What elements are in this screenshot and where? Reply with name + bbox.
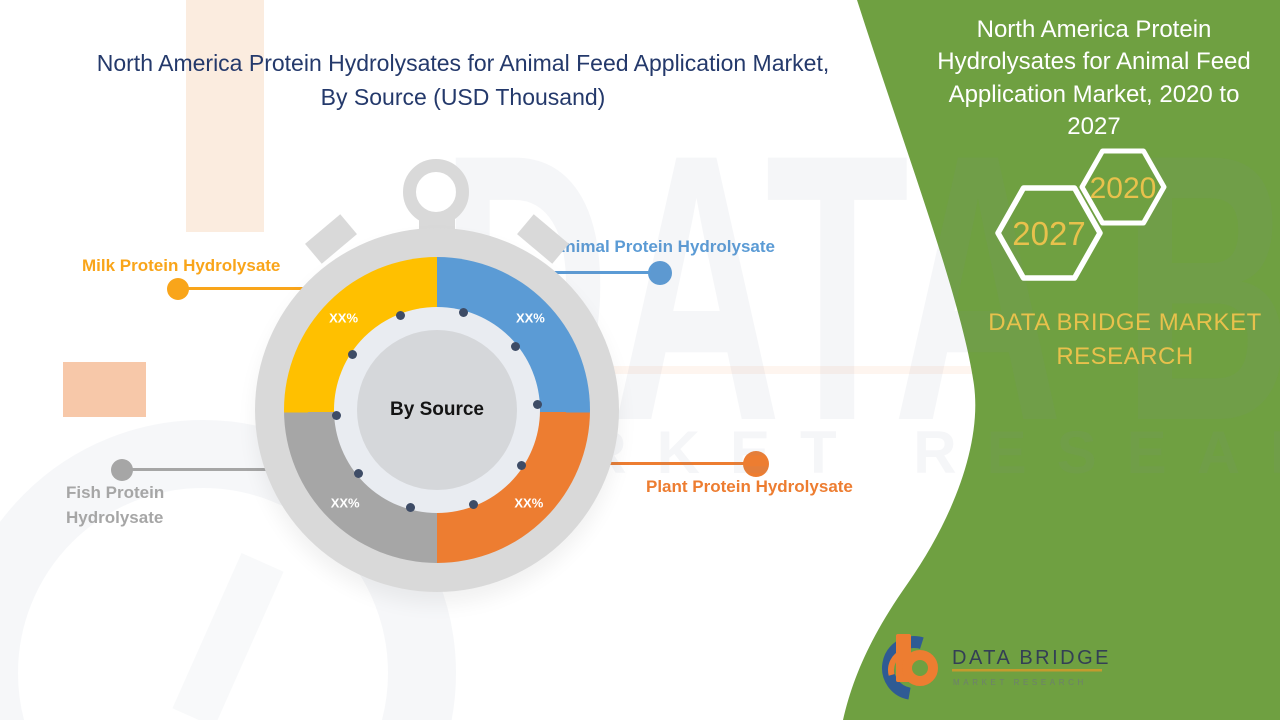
page-title: North America Protein Hydrolysates for A…: [33, 46, 893, 114]
leader-line: [178, 287, 348, 290]
logo-orange-swoosh-icon: [888, 648, 932, 692]
logo-gold-rule: [952, 669, 1102, 672]
tick-dot: [533, 400, 543, 410]
logo-b-bowl-icon: [902, 650, 938, 686]
tick-dot: [347, 350, 357, 360]
leader-line: [122, 468, 297, 471]
side-panel-title: North America Protein Hydrolysates for A…: [937, 16, 1251, 141]
databridge-logo: DATA BRIDGE MARKET RESEARCH: [882, 634, 1111, 700]
hexagon-2027-shape: [995, 185, 1103, 281]
hexagon-2020-shape: [1079, 148, 1167, 226]
leader-dot: [111, 459, 133, 481]
hexagon-2027-label: 2027: [1012, 215, 1085, 252]
page-title-line1: North America Protein Hydrolysates for A…: [96, 50, 830, 76]
green-panel-path: [843, 0, 1280, 720]
legend-label: Milk Protein Hydrolysate: [82, 256, 281, 275]
year-hexagons: 2027 2020: [995, 148, 1167, 281]
legend-label: Animal Protein Hydrolysate: [553, 237, 776, 256]
tick-dot: [396, 311, 406, 321]
leader-dot: [648, 261, 672, 285]
ghost-logo-stripe: [186, 0, 264, 232]
tick-dot: [406, 503, 416, 513]
hexagon-2020-label: 2020: [1090, 172, 1157, 205]
segment-value-label: XX%: [330, 495, 360, 511]
legend-label: Plant Protein Hydrolysate: [646, 477, 853, 496]
leader-line: [550, 271, 660, 274]
tick-dot: [517, 460, 527, 470]
logo-tagline: MARKET RESEARCH: [953, 678, 1087, 687]
tick-dot: [354, 469, 363, 479]
leader-dot: [167, 278, 189, 300]
tick-dot: [331, 410, 341, 420]
tick-dot: [468, 499, 478, 509]
tick-dot: [510, 341, 520, 351]
leader-dot: [743, 451, 769, 477]
page-title-line2: By Source (USD Thousand): [320, 84, 606, 110]
tick-dot: [458, 307, 468, 317]
ghost-logo-line: [555, 366, 1060, 374]
segment-value-label: XX%: [515, 310, 545, 326]
legend-label: Fish Protein Hydrolysate: [66, 483, 165, 527]
ghost-logo-orange-block: [63, 362, 146, 417]
segment-value-label: XX%: [329, 310, 359, 326]
chart-center: By Source: [357, 330, 517, 490]
segment-value-label: XX%: [514, 495, 544, 511]
logo-name: DATA BRIDGE: [952, 647, 1111, 669]
leader-line: [585, 462, 745, 465]
chart-center-label: By Source: [390, 399, 484, 420]
brand-name: DATA BRIDGE MARKET RESEARCH: [988, 309, 1262, 370]
